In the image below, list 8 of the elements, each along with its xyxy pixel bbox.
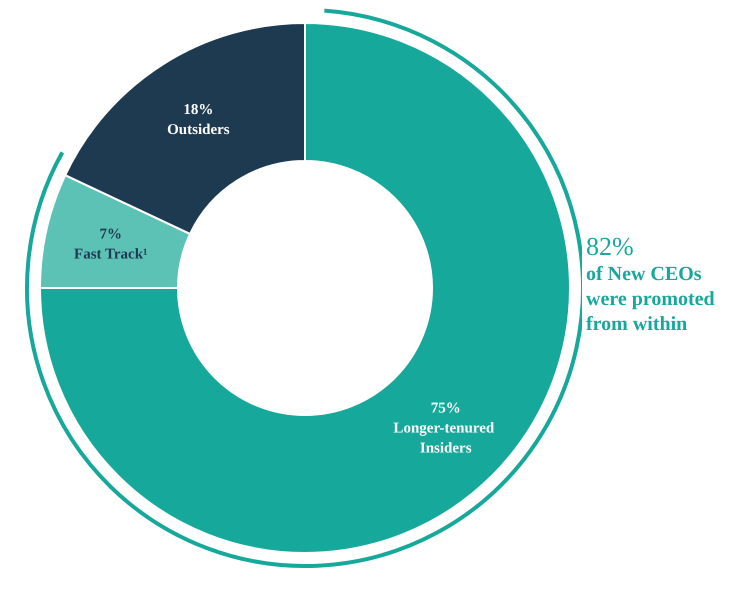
text: 82% [586, 232, 635, 262]
data-label: 75% [430, 400, 461, 417]
data-label: 18% [183, 102, 214, 118]
slice-label: Outsiders [167, 122, 230, 138]
slice-label: Longer-tenured Insiders [393, 420, 498, 457]
data-label: 7% [100, 226, 122, 243]
slice-label: Fast Track¹ [74, 246, 148, 263]
text: of New CEOs were promoted from within [586, 262, 716, 337]
